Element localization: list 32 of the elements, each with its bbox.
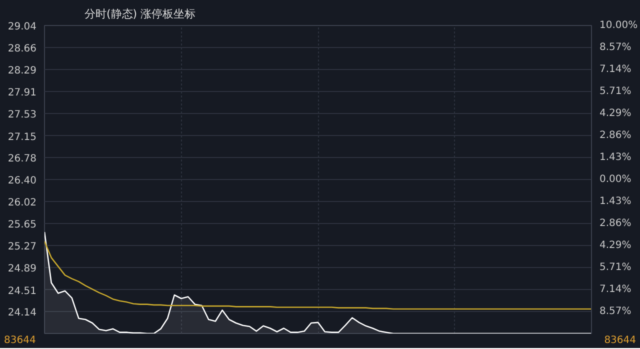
y2-tick-label: 4.29% — [600, 240, 632, 252]
y-tick-label: 26.02 — [8, 198, 37, 209]
y2-tick-label: 7.14% — [600, 284, 632, 295]
y-tick-label: 28.66 — [8, 44, 37, 55]
y2-tick-label: 5.71% — [600, 262, 632, 273]
y-tick-label: 27.15 — [8, 132, 37, 143]
y-tick-label: 27.91 — [8, 87, 37, 98]
y-tick-label: 27.53 — [8, 110, 37, 121]
y-tick-label: 29.04 — [8, 22, 37, 32]
y-tick-label: 26.78 — [8, 153, 37, 164]
y-tick-label: 25.65 — [8, 219, 37, 230]
text: 83644 — [4, 335, 36, 347]
y2-tick-label: 0.00% — [600, 174, 632, 185]
y2-tick-label: 7.14% — [600, 64, 632, 76]
y-tick-label: 24.51 — [8, 286, 37, 297]
y2-tick-label: 2.86% — [600, 130, 632, 141]
y2-tick-label: 8.57% — [600, 42, 632, 54]
y2-tick-label: 8.57% — [600, 306, 632, 317]
chart-title: 分时(静态) 涨停板坐标 — [84, 8, 196, 20]
y2-tick-label: 1.43% — [600, 196, 632, 208]
y2-tick-label: 1.43% — [600, 152, 632, 163]
y2-tick-label: 5.71% — [600, 86, 632, 98]
y-tick-label: 26.40 — [8, 176, 37, 186]
y2-tick-label: 2.86% — [600, 218, 632, 230]
text: 83644 — [604, 335, 636, 347]
y2-tick-label: 10.00% — [600, 20, 638, 31]
y-tick-label: 28.29 — [8, 65, 37, 76]
y2-tick-label: 4.29% — [600, 108, 632, 119]
y-tick-label: 25.27 — [8, 241, 37, 252]
line-series — [44, 240, 592, 310]
y-tick-label: 24.14 — [8, 307, 37, 318]
y-tick-label: 24.89 — [8, 264, 37, 275]
